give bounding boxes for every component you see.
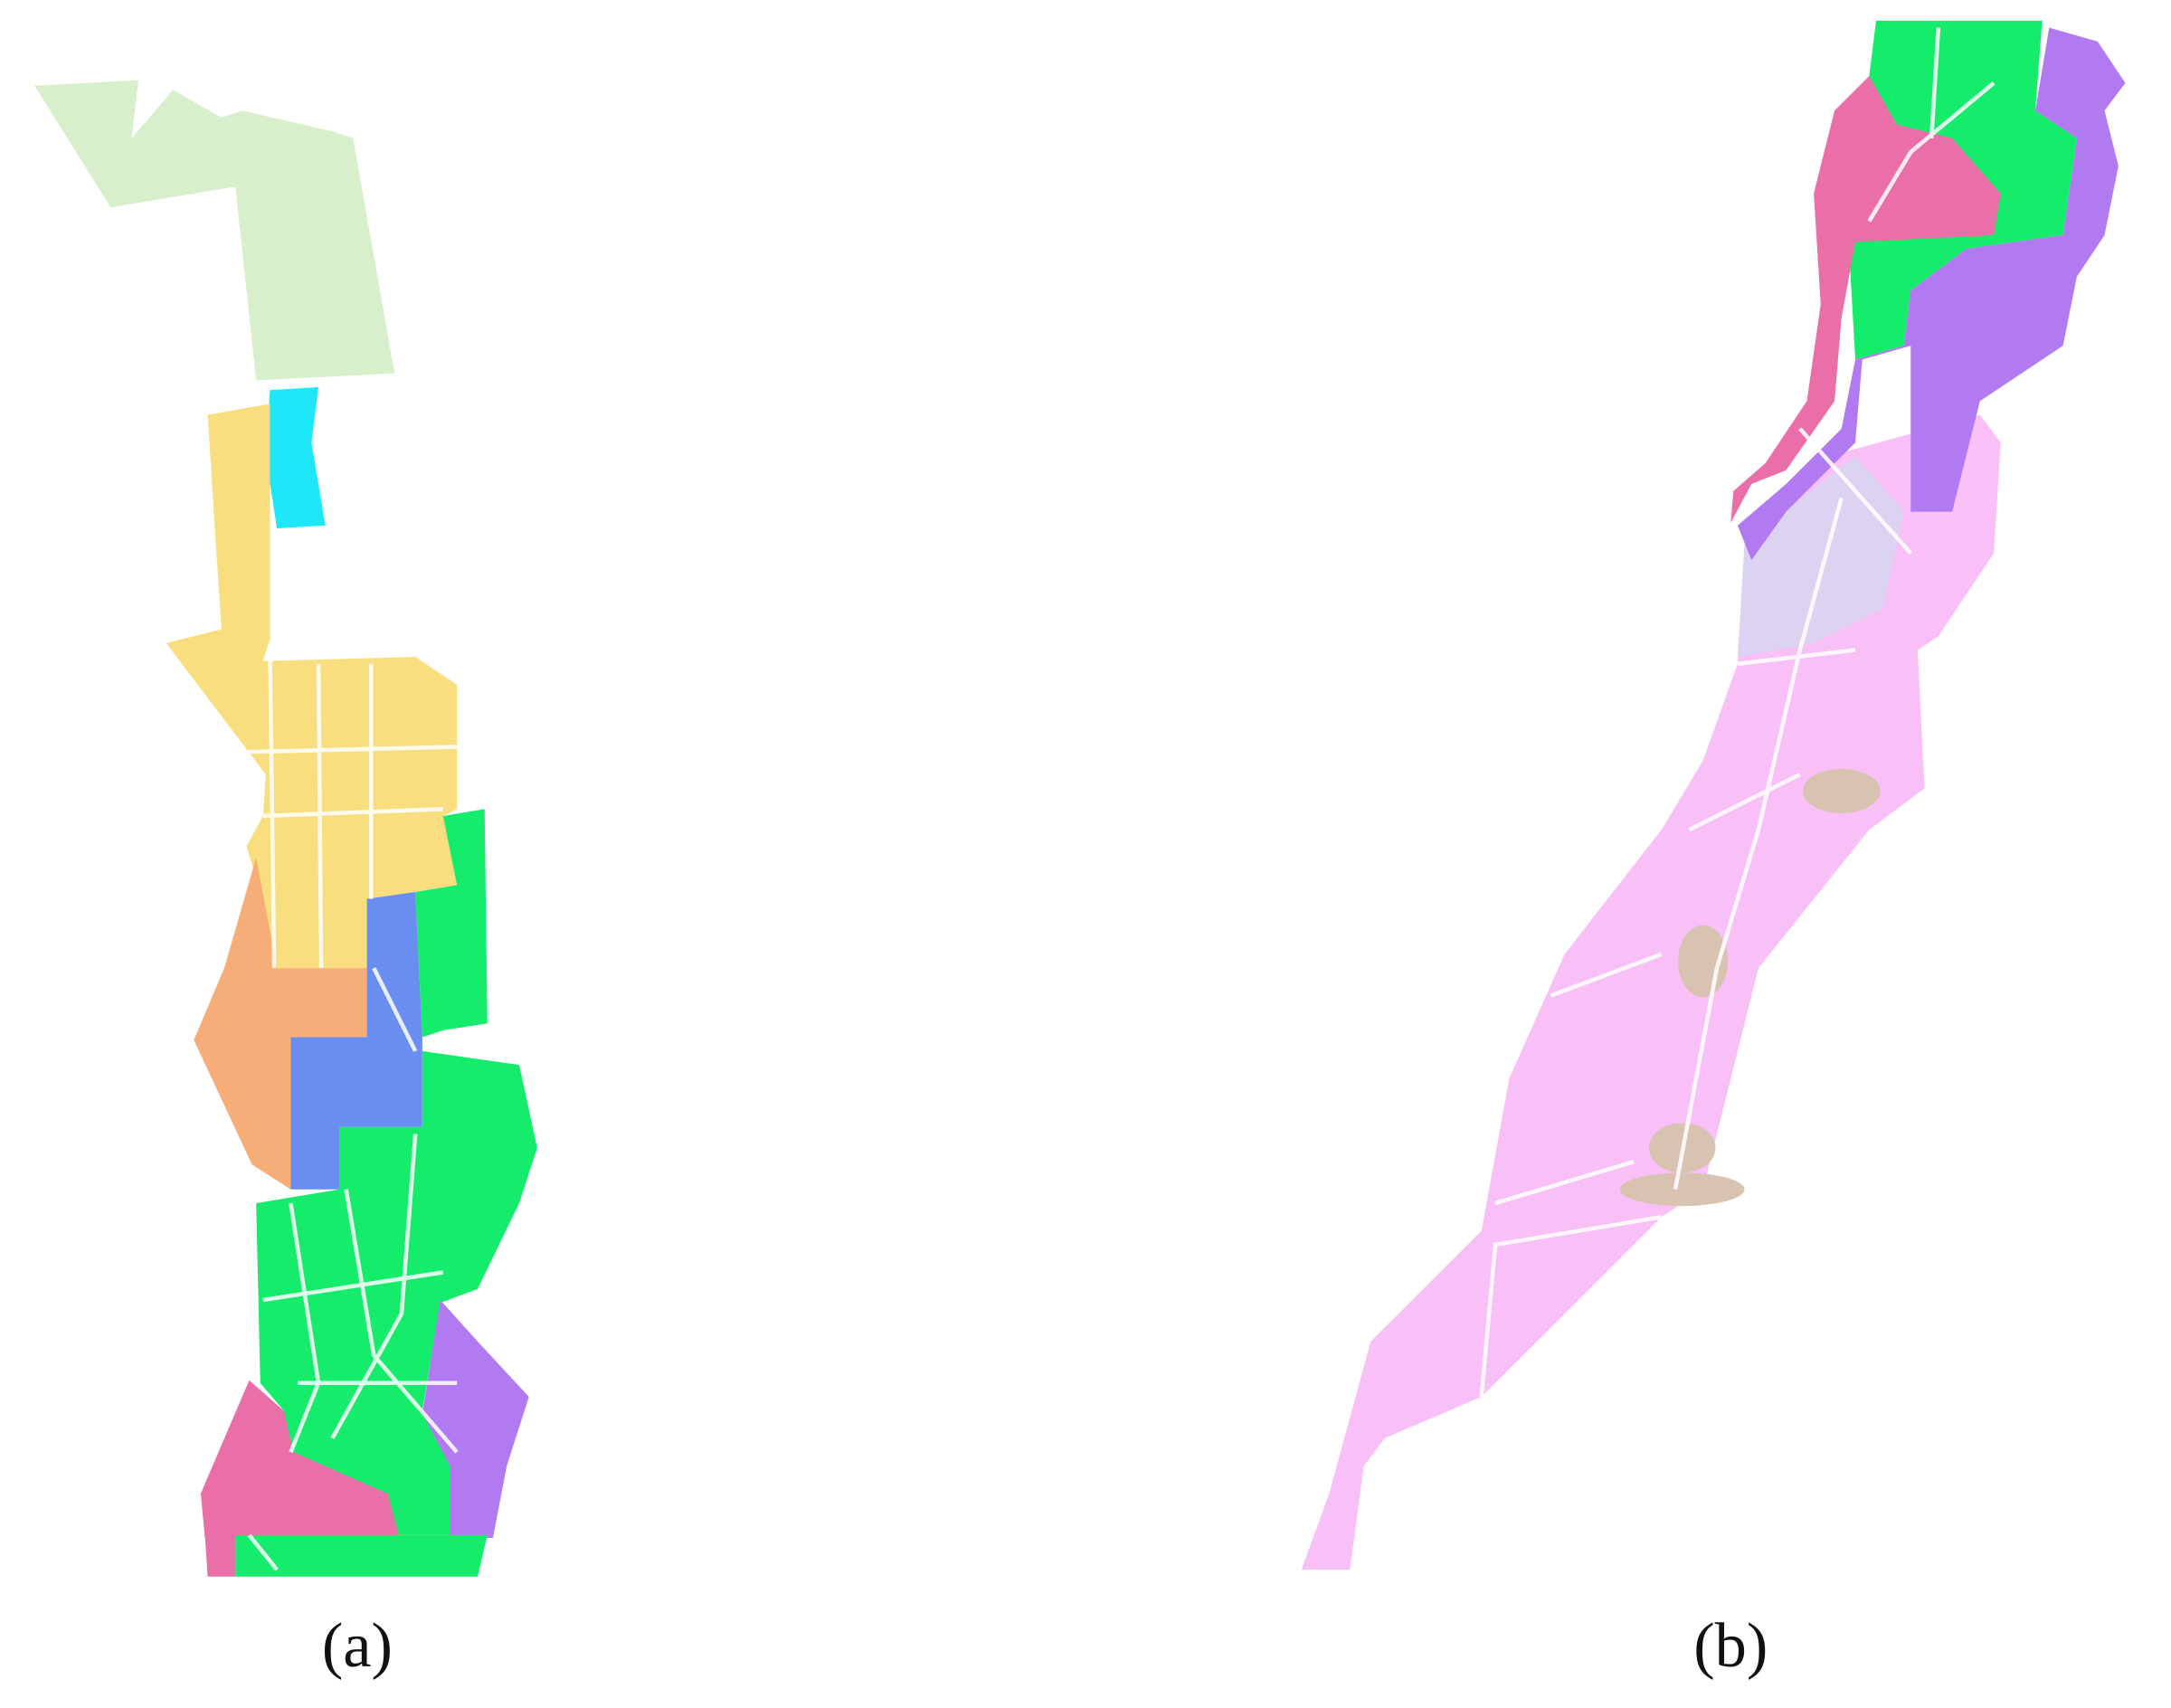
panel-label: (a) <box>322 1610 393 1681</box>
zone-green <box>415 809 488 1038</box>
zone-purple <box>422 1300 529 1538</box>
zone-blue <box>290 892 422 1190</box>
map-a <box>34 80 537 1577</box>
zone-pink <box>200 1380 399 1538</box>
zone-pink <box>1730 76 2001 523</box>
zone-light-pink <box>1301 414 2001 1570</box>
zone-green <box>256 1050 537 1535</box>
panel-label: (b) <box>1693 1610 1768 1681</box>
zone-purple <box>1737 27 2126 561</box>
road <box>1479 27 1996 1398</box>
zone-tan <box>1619 1172 1745 1207</box>
zone-yellow <box>166 403 458 969</box>
zone-green <box>235 1534 488 1577</box>
zone-light-green <box>34 80 395 381</box>
zone-pink <box>204 1534 236 1577</box>
zone-orange <box>194 857 367 1190</box>
map-b <box>1301 20 2126 1570</box>
zone-lavender <box>1737 456 1904 658</box>
road <box>173 650 459 1571</box>
zone-tan <box>1802 768 1881 813</box>
zone-cyan <box>265 387 326 528</box>
